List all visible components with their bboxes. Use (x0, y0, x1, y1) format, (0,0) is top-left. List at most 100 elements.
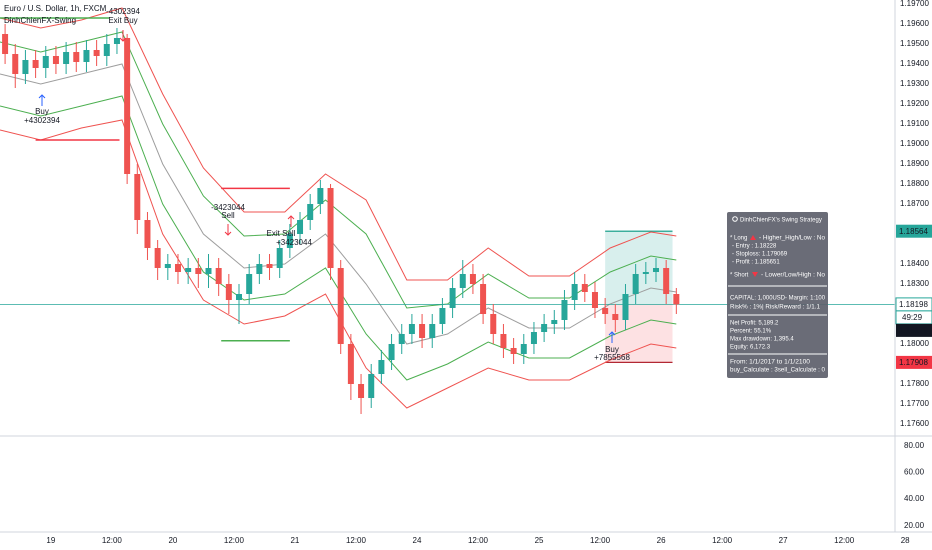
buy-arrow (38, 94, 46, 106)
y-tick-label: 1.18000 (900, 339, 929, 348)
sell-arrow (224, 224, 232, 236)
y-tick-label: 80.00 (904, 441, 925, 450)
x-tick-label: 28 (901, 536, 910, 545)
candle-body (571, 284, 578, 300)
signal-label: +7855568 (594, 353, 630, 362)
x-tick-label: 12:00 (224, 536, 245, 545)
y-tick-label: 1.18800 (900, 179, 929, 188)
candle-body (439, 308, 446, 324)
price-label: 1.17908 (899, 358, 928, 367)
panel-text: From: 1/1/2017 to 1/1/2100 (730, 360, 811, 366)
icon (752, 272, 758, 277)
x-tick-label: 20 (168, 536, 177, 545)
candle-body (622, 294, 629, 320)
price-label-bg (896, 355, 932, 369)
y-tick-label: 1.19200 (900, 99, 929, 108)
candle-body (378, 360, 385, 374)
band-line (0, 119, 677, 409)
panel-text: - Higher_High/Low : No (759, 236, 826, 242)
panel-text: - Stoploss: 1.179069 (732, 252, 788, 258)
candle-body (195, 268, 202, 274)
candle-body (591, 292, 598, 308)
x-tick-label: 12:00 (346, 536, 367, 545)
candle-body (602, 308, 609, 314)
candle-body (12, 54, 19, 74)
signal-label: Exit Buy (108, 16, 137, 25)
icon (750, 235, 756, 240)
buy-arrow (608, 331, 616, 343)
candle-body (154, 248, 161, 268)
x-tick-label: 25 (535, 536, 544, 545)
signal-label: Sell (221, 211, 235, 220)
y-tick-label: 1.18300 (900, 279, 929, 288)
axes: 1.19700 1.19600 1.19500 1.19400 1.19300 1.192… (46, 0, 932, 545)
y-tick-label: 20.00 (904, 521, 925, 530)
candle-body (174, 264, 181, 272)
candle-body (642, 272, 649, 274)
x-tick-label: 12:00 (590, 536, 611, 545)
candle-body (246, 274, 253, 294)
countdown: 49:29 (902, 313, 923, 322)
x-tick-label: 19 (46, 536, 55, 545)
y-tick-label: 1.19100 (900, 119, 929, 128)
candle-body (581, 284, 588, 292)
candle-body (42, 56, 49, 68)
x-tick-label: 12:00 (102, 536, 123, 545)
candle-body (632, 274, 639, 294)
candle-body (22, 60, 29, 74)
x-tick-label: 21 (290, 536, 299, 545)
candle-body (256, 264, 263, 274)
candle-body (307, 204, 314, 220)
candle-body (469, 274, 476, 284)
candle-body (93, 50, 100, 56)
candle-body (103, 44, 110, 56)
indicator-name: DinhChienFX-Swing (4, 16, 76, 25)
candle-body (32, 60, 39, 68)
candle-body (388, 344, 395, 360)
panel-text: * Short (730, 273, 749, 279)
candle-body (459, 274, 466, 288)
signal-label: +3423044 (276, 238, 312, 247)
x-tick-label: 26 (657, 536, 666, 545)
candle-body (286, 234, 293, 248)
candle-body (215, 268, 222, 284)
candle-body (144, 220, 151, 248)
exit-arrow (287, 215, 295, 227)
candle-body (449, 288, 456, 308)
price-label: 1.18179 (899, 326, 928, 335)
x-tick-label: 27 (779, 536, 788, 545)
y-tick-label: 1.17800 (900, 379, 929, 388)
strategy-panel: DinhChienFX's Swing Strategy * Long - Hi… (727, 212, 828, 378)
signal-label: -3423044 (211, 203, 245, 212)
candle-body (52, 56, 59, 64)
candle-body (317, 188, 324, 204)
x-tick-label: 24 (413, 536, 422, 545)
candle-body (124, 38, 131, 174)
y-tick-label: 1.19400 (900, 59, 929, 68)
candle-body (347, 344, 354, 384)
candle-body (113, 38, 120, 44)
candle-body (429, 324, 436, 338)
candle-body (419, 324, 426, 338)
candle-body (408, 324, 415, 334)
x-tick-label: 12:00 (834, 536, 855, 545)
panel-text: Net Profit: 5,189.2 (730, 321, 779, 327)
exit-arrow (119, 30, 127, 42)
signal-label: +4302394 (24, 116, 60, 125)
signal-label: Buy (605, 345, 619, 354)
y-tick-label: 1.17600 (900, 419, 929, 428)
panel-title: DinhChienFX's Swing Strategy (740, 218, 822, 224)
candle-body (185, 268, 192, 272)
candle-body (358, 384, 365, 398)
y-tick-label: 1.19500 (900, 39, 929, 48)
annotations: Euro / U.S. Dollar, 1h, FXCM DinhChienFX… (4, 4, 630, 362)
take-profit-zone (605, 231, 673, 305)
icon (732, 216, 738, 222)
band-line (0, 95, 677, 381)
band-line (0, 63, 677, 345)
candle-body (73, 52, 80, 62)
candle-body (266, 264, 273, 268)
price-label-bg (896, 224, 932, 238)
y-tick-label: 1.19700 (900, 0, 929, 8)
candle-body (398, 334, 405, 344)
